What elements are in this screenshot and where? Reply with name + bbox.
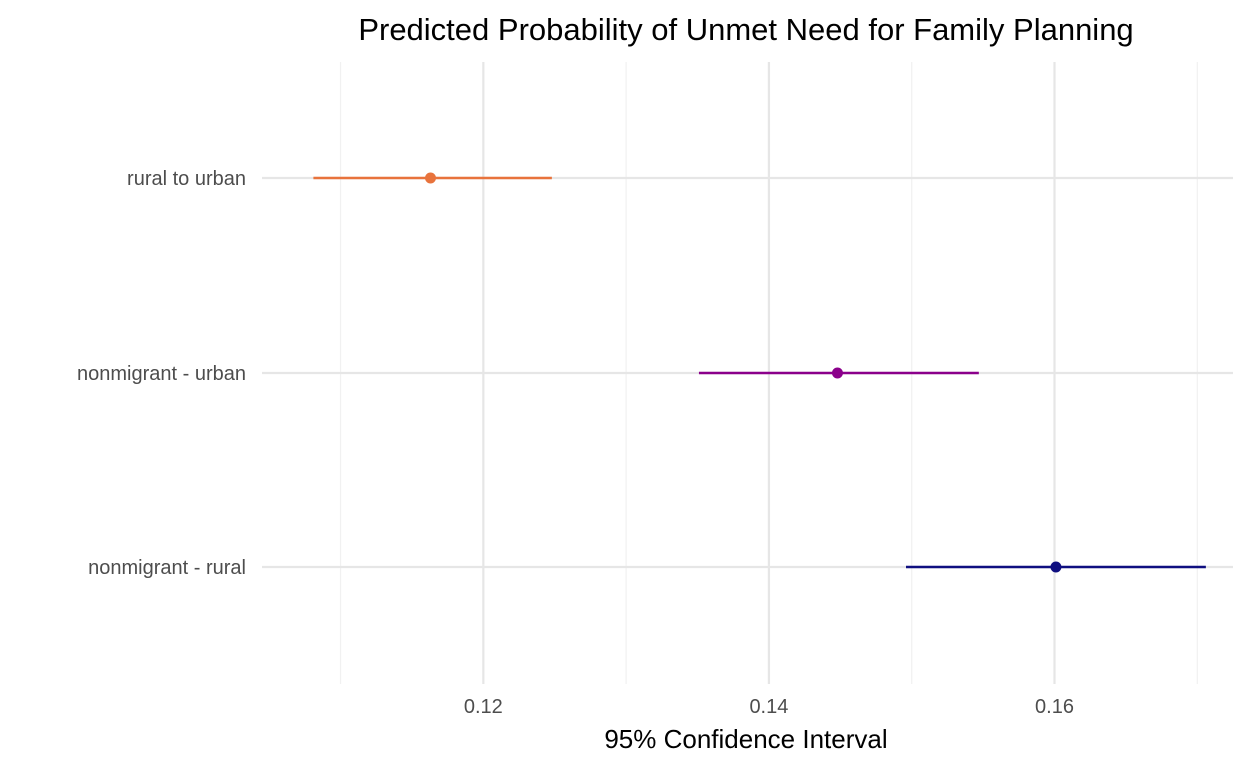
point-estimate: [424, 172, 436, 184]
y-tick-label: rural to urban: [127, 168, 246, 190]
y-tick-label: nonmigrant - urban: [77, 363, 246, 385]
x-tick-label: 0.16: [1035, 696, 1074, 718]
point-estimate: [1050, 561, 1062, 573]
x-tick-label: 0.12: [464, 696, 503, 718]
point-estimate: [831, 367, 843, 379]
x-tick-label: 0.14: [749, 696, 788, 718]
x-axis-tick-labels: 0.12 0.14 0.16: [464, 696, 1074, 718]
y-tick-label: nonmigrant - rural: [88, 557, 246, 579]
series: [313, 172, 1206, 573]
chart-title: Predicted Probability of Unmet Need for …: [358, 12, 1133, 47]
x-axis-label: 95% Confidence Interval: [604, 724, 887, 754]
y-axis-tick-labels: rural to urban nonmigrant - urban nonmigra…: [77, 168, 246, 579]
